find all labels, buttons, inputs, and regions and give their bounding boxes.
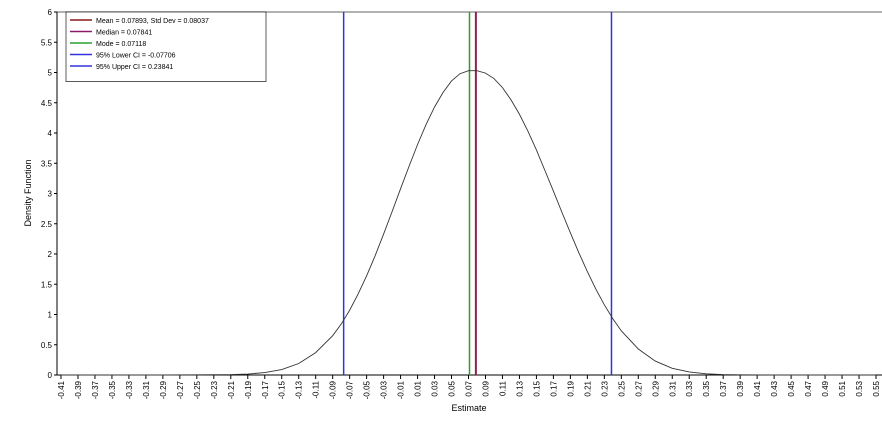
x-tick-label: -0.37 xyxy=(91,380,100,399)
x-tick-label: -0.41 xyxy=(57,380,66,399)
legend: Mean = 0.07893, Std Dev = 0.08037 Median … xyxy=(65,11,267,82)
x-tick-label: 0.27 xyxy=(634,380,643,396)
x-tick-label: -0.27 xyxy=(176,380,185,399)
x-tick-label: 0.15 xyxy=(532,380,541,396)
x-tick-label: 0.13 xyxy=(515,380,524,396)
x-tick-label: 0.29 xyxy=(651,380,660,396)
y-tick-label: 3.5 xyxy=(41,159,53,168)
x-tick-label: 0.39 xyxy=(736,380,745,396)
x-tick-label: 0.33 xyxy=(685,380,694,396)
x-tick-label: 0.53 xyxy=(855,380,864,396)
x-tick-label: 0.55 xyxy=(872,380,881,396)
x-tick-label: -0.25 xyxy=(193,380,202,399)
legend-label-1: Median = 0.07841 xyxy=(96,30,152,37)
legend-label-0: Mean = 0.07893, Std Dev = 0.08037 xyxy=(96,18,209,25)
y-tick-label: 2 xyxy=(48,250,53,259)
x-tick-label: -0.05 xyxy=(363,380,372,399)
x-tick-label: -0.01 xyxy=(397,380,406,399)
y-tick-label: 3 xyxy=(48,190,53,199)
x-tick-label: -0.03 xyxy=(380,380,389,399)
x-tick-label: 0.09 xyxy=(481,380,490,396)
x-tick-label: 0.11 xyxy=(498,380,507,396)
y-tick-label: 0.5 xyxy=(41,341,53,350)
x-tick-label: -0.07 xyxy=(346,380,355,399)
x-tick-label: -0.29 xyxy=(159,380,168,399)
x-tick-label: 0.01 xyxy=(414,380,423,396)
x-tick-label: 0.19 xyxy=(566,380,575,396)
y-tick-label: 1.5 xyxy=(41,280,53,289)
x-tick-label: 0.35 xyxy=(702,380,711,396)
legend-label-2: Mode = 0.07118 xyxy=(96,41,146,48)
x-tick-label: 0.03 xyxy=(431,380,440,396)
x-tick-label: 0.17 xyxy=(549,380,558,396)
y-tick-label: 4 xyxy=(48,129,53,138)
x-axis-title: Estimate xyxy=(451,403,486,413)
x-tick-label: -0.11 xyxy=(312,380,321,398)
x-tick-label: 0.37 xyxy=(719,380,728,396)
x-tick-label: 0.49 xyxy=(821,380,830,396)
reference-lines xyxy=(342,12,613,375)
x-tick-label: 0.25 xyxy=(617,380,626,396)
x-tick-label: 0.47 xyxy=(804,380,813,396)
y-tick-label: 5 xyxy=(48,69,53,78)
x-tick-label: -0.09 xyxy=(329,380,338,399)
x-tick-label: 0.43 xyxy=(770,380,779,396)
density-curve-0 xyxy=(61,70,876,376)
legend-label-3: 95% Lower CI = -0.07706 xyxy=(96,53,176,60)
y-axis-title: Density Function xyxy=(23,159,33,226)
x-tick-label: 0.07 xyxy=(465,380,474,396)
legend-box xyxy=(65,11,267,82)
y-tick-label: 5.5 xyxy=(41,38,53,47)
x-tick-label: -0.31 xyxy=(142,380,151,399)
x-tick-label: 0.41 xyxy=(753,380,762,396)
y-tick-label: 2.5 xyxy=(41,220,53,229)
series-layer xyxy=(61,70,876,376)
x-tick-label: 0.51 xyxy=(838,380,847,396)
y-tick-label: 1 xyxy=(48,311,53,320)
y-tick-label: 6 xyxy=(48,8,53,17)
y-tick-label: 4.5 xyxy=(41,99,53,108)
x-tick-label: 0.45 xyxy=(787,380,796,396)
x-tick-label: -0.13 xyxy=(295,380,304,399)
x-tick-label: 0.31 xyxy=(668,380,677,396)
x-tick-label: -0.17 xyxy=(261,380,270,399)
x-tick-label: 0.05 xyxy=(448,380,457,396)
x-tick-label: -0.19 xyxy=(244,380,253,399)
x-tick-label: -0.39 xyxy=(74,380,83,399)
x-tick-label: -0.21 xyxy=(227,380,236,399)
legend-label-4: 95% Upper CI = 0.23841 xyxy=(96,64,173,71)
x-tick-label: 0.21 xyxy=(583,380,592,396)
y-tick-label: 0 xyxy=(48,371,53,380)
x-tick-label: -0.23 xyxy=(210,380,219,399)
x-tick-label: -0.35 xyxy=(108,380,117,399)
x-tick-label: -0.33 xyxy=(125,380,134,399)
x-tick-label: -0.15 xyxy=(278,380,287,399)
x-tick-label: 0.23 xyxy=(600,380,609,396)
